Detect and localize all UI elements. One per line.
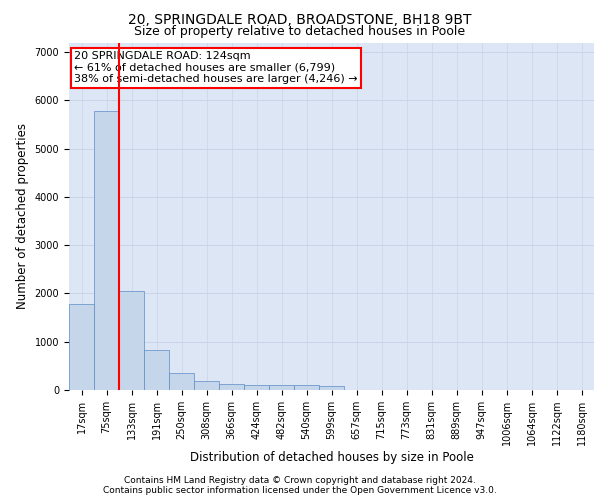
Y-axis label: Number of detached properties: Number of detached properties [16,123,29,309]
Bar [194,380,219,390]
Text: 20, SPRINGDALE ROAD, BROADSTONE, BH18 9BT: 20, SPRINGDALE ROAD, BROADSTONE, BH18 9B… [128,12,472,26]
Bar [219,384,244,390]
Text: 20 SPRINGDALE ROAD: 124sqm
← 61% of detached houses are smaller (6,799)
38% of s: 20 SPRINGDALE ROAD: 124sqm ← 61% of deta… [74,51,358,84]
Bar [269,386,294,390]
Text: Contains HM Land Registry data © Crown copyright and database right 2024.
Contai: Contains HM Land Registry data © Crown c… [103,476,497,495]
Bar [94,111,119,390]
Bar [69,304,94,390]
Bar [244,384,269,390]
X-axis label: Distribution of detached houses by size in Poole: Distribution of detached houses by size … [190,451,473,464]
Bar [319,386,344,390]
Bar [294,386,319,390]
Text: Size of property relative to detached houses in Poole: Size of property relative to detached ho… [134,25,466,38]
Bar [119,290,144,390]
Bar [144,350,169,390]
Bar [169,373,194,390]
